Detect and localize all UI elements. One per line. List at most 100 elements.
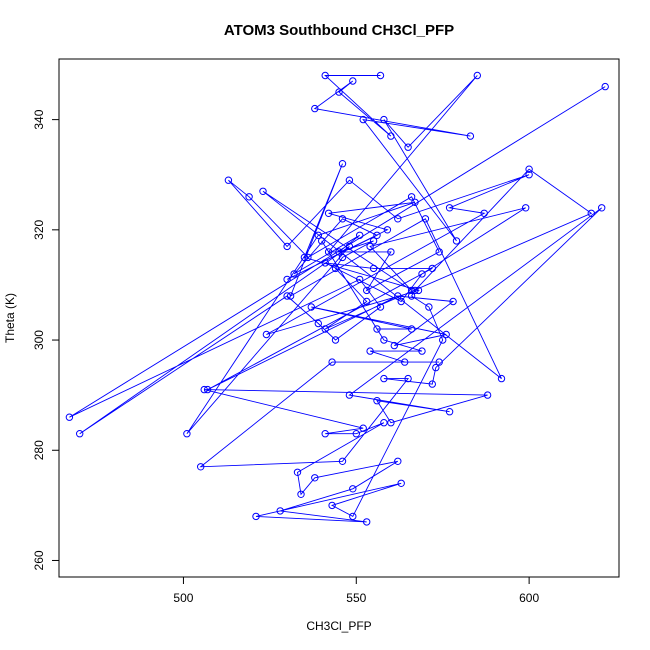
data-point (321, 259, 329, 267)
data-point (525, 171, 533, 179)
data-point (404, 374, 412, 383)
data-point (349, 512, 357, 521)
data-point (480, 209, 488, 218)
data-point (407, 292, 416, 300)
data-point (452, 237, 461, 245)
data-point (411, 286, 419, 295)
data-point (314, 231, 322, 240)
data-point (525, 165, 533, 173)
data-point (411, 198, 419, 207)
data-point (428, 380, 436, 388)
data-point (363, 297, 371, 306)
data-point (373, 325, 381, 333)
data-point (338, 253, 347, 262)
data-point (349, 485, 357, 493)
data-point (276, 507, 284, 515)
data-point (359, 115, 367, 124)
data-point (397, 297, 405, 306)
data-point (435, 358, 443, 366)
data-point (380, 419, 388, 427)
data-point (293, 468, 302, 476)
data-point (328, 501, 336, 510)
data-point (335, 248, 343, 256)
data-point (497, 374, 506, 383)
data-point (449, 297, 457, 306)
data-point (314, 319, 322, 328)
data-point (397, 479, 405, 487)
data-point (407, 286, 416, 295)
data-point (380, 374, 388, 383)
data-point (445, 204, 454, 212)
data-point (380, 115, 388, 124)
data-point (407, 325, 416, 333)
data-point (445, 408, 454, 416)
data-point (390, 341, 398, 350)
y-tick-label: 260 (32, 550, 46, 570)
data-point (387, 419, 395, 427)
data-point (376, 71, 385, 80)
x-tick-label: 500 (173, 591, 193, 605)
data-point (328, 358, 336, 366)
data-point (338, 215, 347, 223)
data-point (338, 160, 347, 168)
data-point (345, 176, 354, 184)
data-point (356, 231, 364, 240)
data-point (245, 193, 253, 201)
data-point (283, 242, 291, 251)
data-point (183, 430, 191, 438)
data-point (466, 132, 475, 140)
data-point (352, 430, 360, 438)
data-point (428, 264, 436, 273)
data-point (369, 237, 378, 245)
x-tick-label: 550 (346, 591, 366, 605)
data-point (401, 358, 409, 366)
data-point (418, 347, 426, 355)
data-point (366, 347, 374, 355)
data-point (321, 430, 329, 438)
x-tick-label: 600 (519, 591, 539, 605)
data-point (224, 176, 233, 184)
data-point (394, 215, 402, 223)
y-axis-label: Theta (K) (3, 293, 17, 343)
plot-frame (58, 58, 620, 578)
y-tick-label: 280 (32, 440, 46, 460)
data-point (338, 457, 347, 465)
data-point (373, 231, 381, 240)
chart-title: ATOM3 Southbound CH3Cl_PFP (224, 22, 454, 39)
data-point (383, 226, 392, 234)
data-point (311, 104, 319, 113)
data-point (304, 253, 312, 262)
data-point (203, 385, 212, 394)
data-point (300, 253, 309, 262)
data-point (404, 143, 412, 151)
series-line (69, 75, 606, 523)
data-point (331, 264, 340, 273)
data-point (373, 397, 381, 405)
data-point (297, 490, 305, 498)
data-point (363, 286, 371, 295)
series-layer (65, 71, 609, 526)
data-point (76, 430, 84, 438)
data-point (407, 193, 416, 201)
data-point (307, 303, 315, 311)
data-point (311, 474, 319, 482)
data-point (324, 248, 333, 256)
y-tick-label: 340 (32, 109, 46, 129)
data-point (318, 237, 326, 245)
data-point (387, 248, 395, 256)
data-point (363, 518, 371, 526)
x-axis: 500 550 600 (173, 576, 539, 605)
data-point (366, 242, 374, 251)
data-point (587, 209, 595, 218)
data-point (321, 71, 329, 80)
data-point (349, 77, 357, 85)
data-point (286, 292, 295, 300)
data-point (324, 209, 333, 218)
data-point (197, 463, 205, 471)
data-point (421, 215, 430, 223)
data-point (345, 391, 354, 399)
data-point (335, 88, 343, 96)
data-point (359, 424, 367, 432)
data-point (439, 336, 447, 344)
data-point (601, 82, 609, 91)
